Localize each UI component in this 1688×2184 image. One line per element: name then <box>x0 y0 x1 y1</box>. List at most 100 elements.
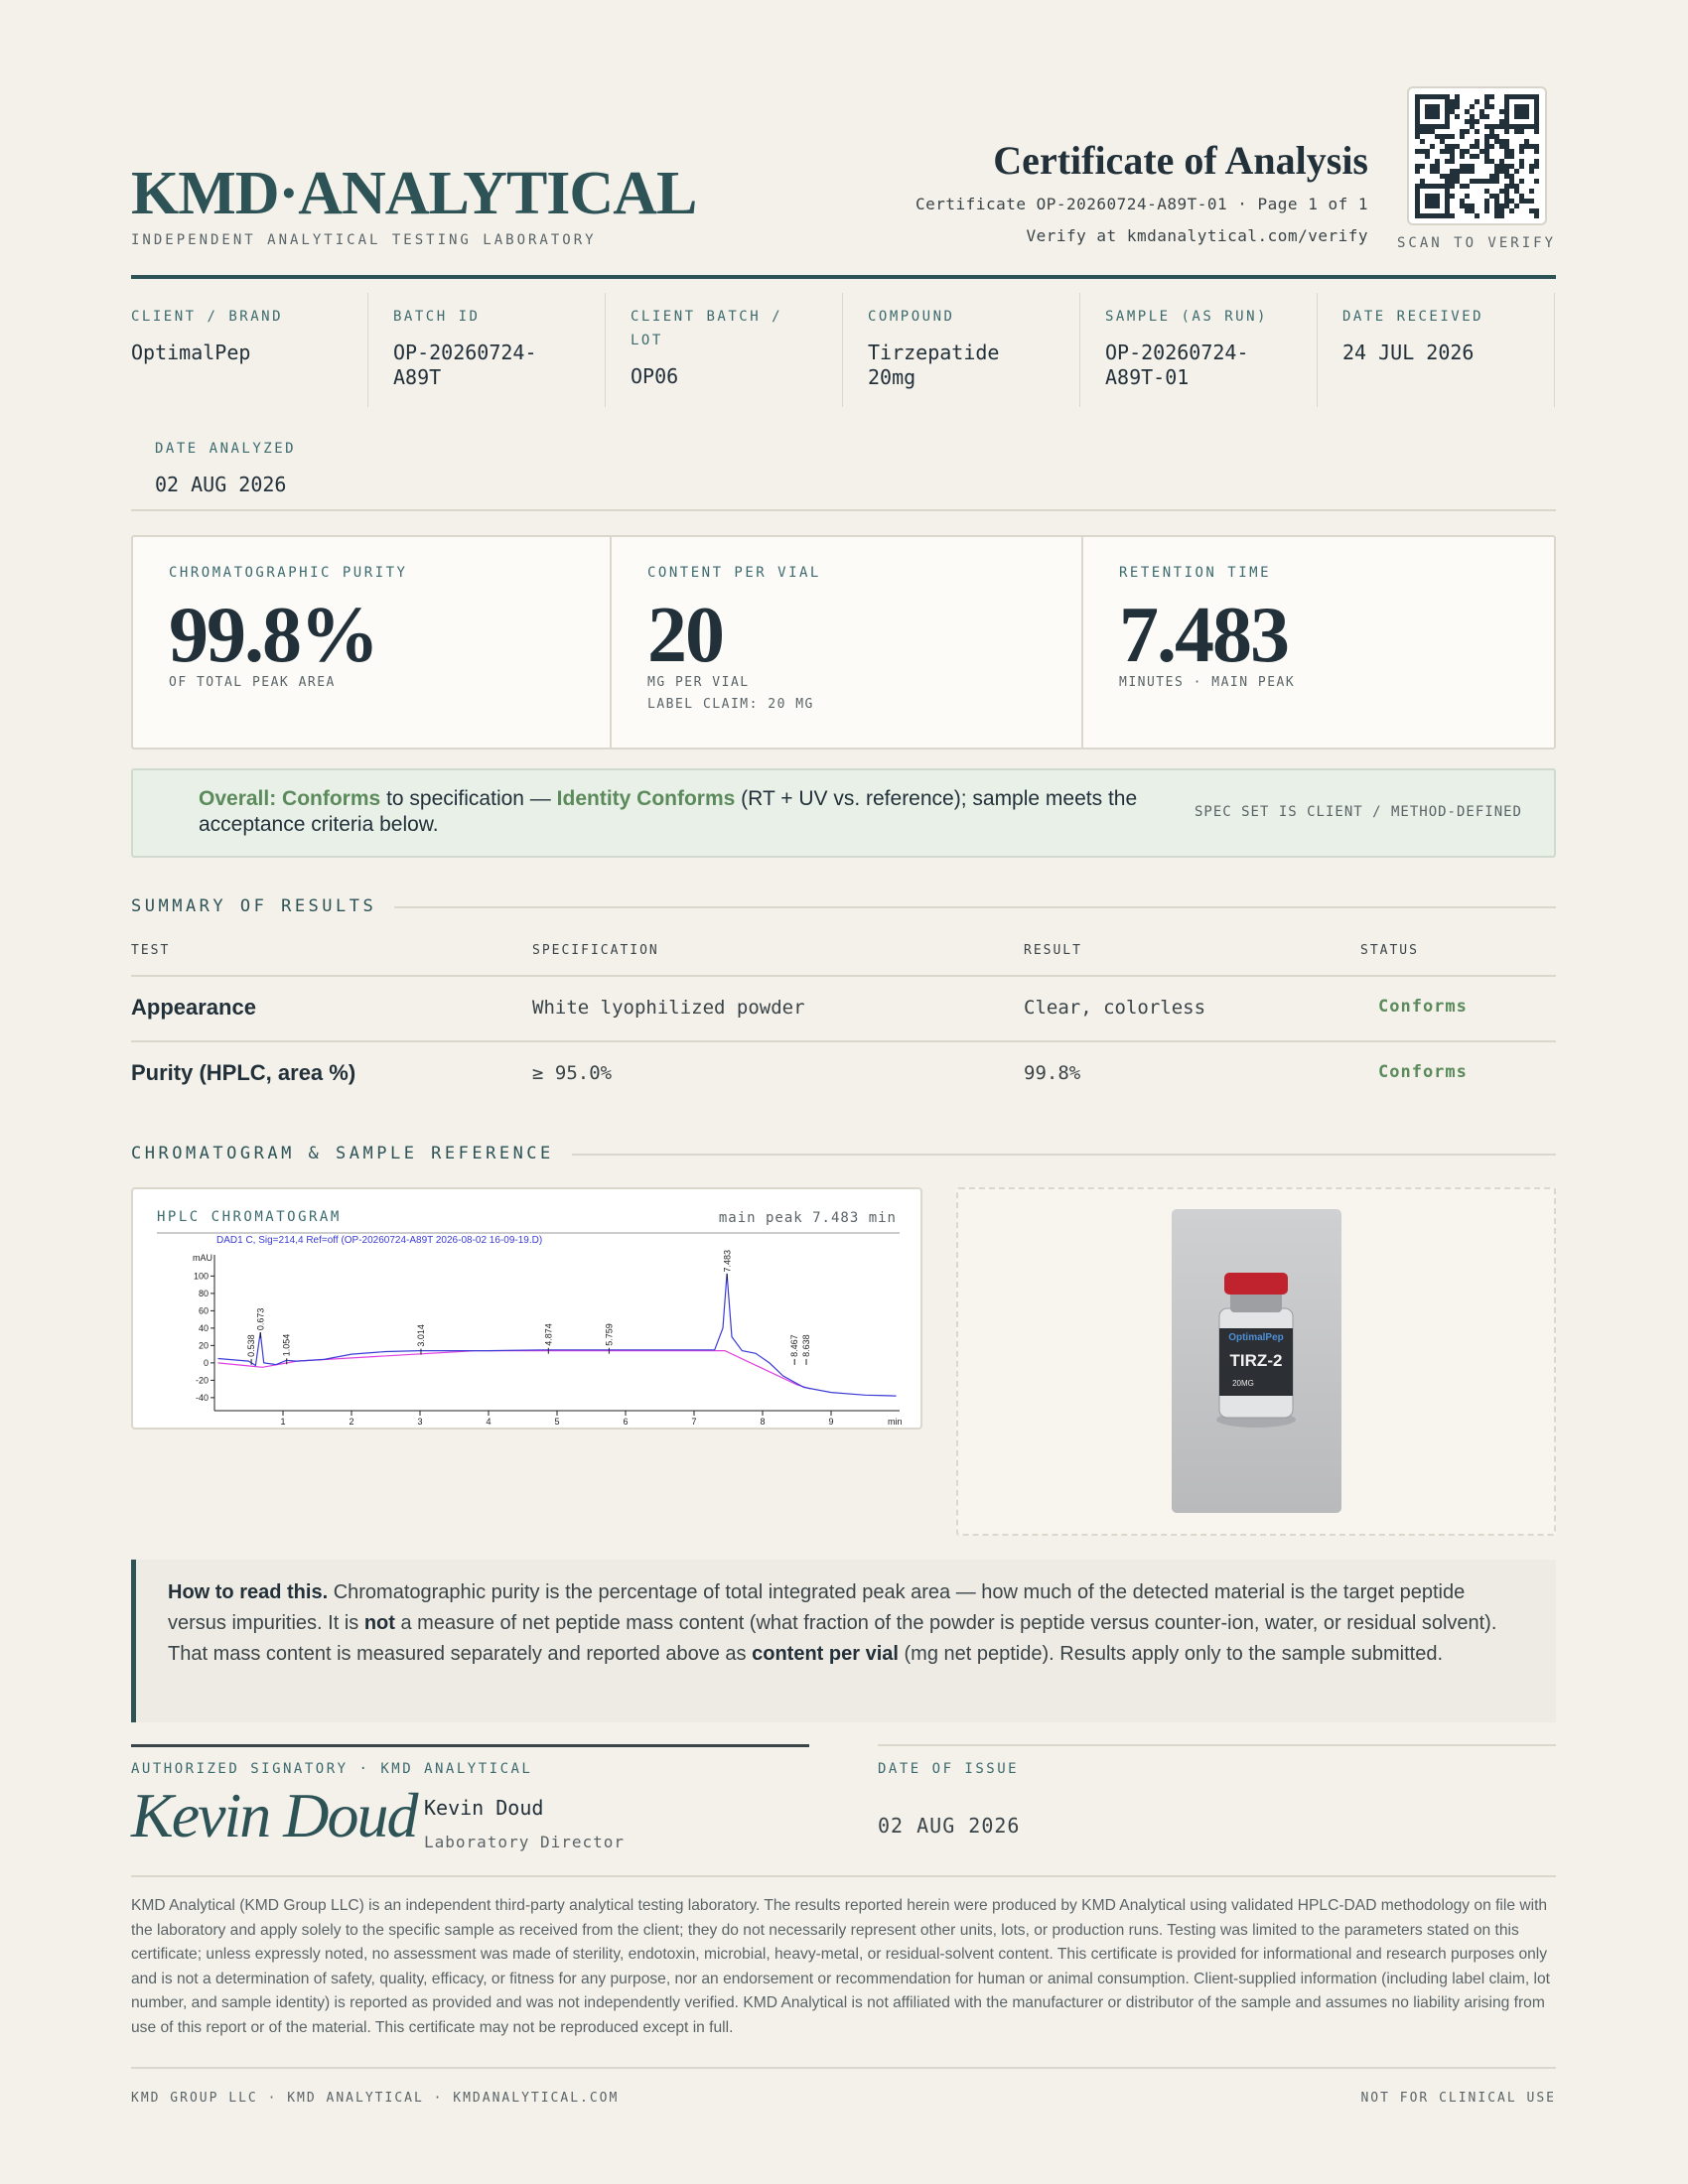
qr-module <box>1470 154 1475 159</box>
qr-module <box>1415 213 1420 218</box>
info-value: OptimalPep <box>131 341 251 364</box>
qr-module <box>1420 149 1425 154</box>
qr-module <box>1524 114 1529 119</box>
qr-module <box>1430 114 1435 119</box>
qr-module <box>1435 159 1440 164</box>
qr-module <box>1534 179 1539 184</box>
qr-module <box>1460 154 1465 159</box>
qr-module <box>1415 189 1420 194</box>
peak-label: 0.538 <box>246 1334 256 1357</box>
qr-module <box>1514 94 1519 99</box>
qr-module <box>1435 94 1440 99</box>
qr-module <box>1430 199 1435 204</box>
qr-module <box>1425 129 1430 134</box>
info-value: Tirzepatide 20mg <box>868 341 1000 389</box>
qr-module <box>1534 109 1539 114</box>
qr-module <box>1524 199 1529 204</box>
y-tick-label: 60 <box>199 1305 209 1315</box>
qr-module <box>1524 94 1529 99</box>
table-header: SPECIFICATION <box>532 943 659 958</box>
qr-module <box>1489 179 1494 184</box>
qr-module <box>1499 204 1504 208</box>
qr-module <box>1519 149 1524 154</box>
qr-module <box>1519 124 1524 129</box>
footer-left: KMD GROUP LLC · KMD ANALYTICAL · KMDANAL… <box>131 2091 620 2106</box>
tagline: INDEPENDENT ANALYTICAL TESTING LABORATOR… <box>131 232 597 248</box>
qr-module <box>1514 109 1519 114</box>
qr-module <box>1509 94 1514 99</box>
qr-module <box>1465 208 1470 213</box>
qr-module <box>1484 149 1489 154</box>
info-cell: CLIENT BATCH / LOT OP06 <box>606 293 843 407</box>
qr-module <box>1430 129 1435 134</box>
qr-module <box>1504 144 1509 149</box>
section-rule <box>131 1154 1556 1156</box>
qr-module <box>1415 149 1420 154</box>
info-cell: CLIENT / BRAND OptimalPep <box>131 293 368 407</box>
qr-module <box>1484 114 1489 119</box>
qr-module <box>1475 154 1479 159</box>
qr-module <box>1415 129 1420 134</box>
qr-module <box>1415 184 1420 189</box>
qr-module <box>1504 124 1509 129</box>
qr-module <box>1475 179 1479 184</box>
qr-module <box>1460 129 1465 134</box>
qr-module <box>1435 194 1440 199</box>
qr-module <box>1509 179 1514 184</box>
qr-module <box>1415 114 1420 119</box>
qr-module <box>1489 194 1494 199</box>
qr-module <box>1514 129 1519 134</box>
qr-module <box>1470 124 1475 129</box>
qr-module <box>1499 144 1504 149</box>
section-heading: CHROMATOGRAM & SAMPLE REFERENCE <box>131 1144 1556 1163</box>
qr-module <box>1509 174 1514 179</box>
qr-module <box>1484 154 1489 159</box>
qr-module <box>1445 94 1450 99</box>
note-text: a measure of net peptide mass content (w… <box>168 1612 1497 1665</box>
qr-module <box>1465 129 1470 134</box>
qr-module <box>1534 129 1539 134</box>
qr-module <box>1420 164 1425 169</box>
metric-label: CONTENT PER VIAL <box>647 565 821 581</box>
qr-module <box>1455 179 1460 184</box>
qr-module <box>1425 213 1430 218</box>
qr-module <box>1470 169 1475 174</box>
x-tick-label: 7 <box>691 1417 696 1427</box>
info-label: DATE RECEIVED <box>1342 309 1484 325</box>
qr-module <box>1524 109 1529 114</box>
qr-module <box>1534 99 1539 104</box>
qr-module <box>1494 194 1499 199</box>
qr-module <box>1534 213 1539 218</box>
table-cell: Purity (HPLC, area %) <box>131 1060 356 1085</box>
qr-module <box>1465 119 1470 124</box>
qr-module <box>1445 119 1450 124</box>
peak-label: 5.759 <box>604 1323 614 1346</box>
qr-module <box>1484 204 1489 208</box>
qr-module <box>1504 119 1509 124</box>
qr-module <box>1440 149 1445 154</box>
note-emphasis: not <box>363 1612 395 1634</box>
qr-module <box>1430 109 1435 114</box>
qr-module <box>1465 204 1470 208</box>
qr-module <box>1494 179 1499 184</box>
table-header: STATUS <box>1360 943 1419 958</box>
qr-module <box>1430 169 1435 174</box>
qr-module <box>1415 109 1420 114</box>
qr-module <box>1519 159 1524 164</box>
qr-module <box>1435 104 1440 109</box>
document-title: Certificate of Analysis <box>993 138 1368 183</box>
qr-module <box>1430 104 1435 109</box>
qr-module <box>1504 184 1509 189</box>
y-tick-label: 20 <box>199 1340 209 1350</box>
qr-module <box>1484 99 1489 104</box>
qr-module <box>1435 134 1440 139</box>
qr-module <box>1475 129 1479 134</box>
qr-module <box>1504 109 1509 114</box>
qr-module <box>1499 169 1504 174</box>
qr-module <box>1509 124 1514 129</box>
qr-module <box>1514 124 1519 129</box>
qr-module <box>1494 134 1499 139</box>
qr-module <box>1504 149 1509 154</box>
qr-module <box>1524 124 1529 129</box>
